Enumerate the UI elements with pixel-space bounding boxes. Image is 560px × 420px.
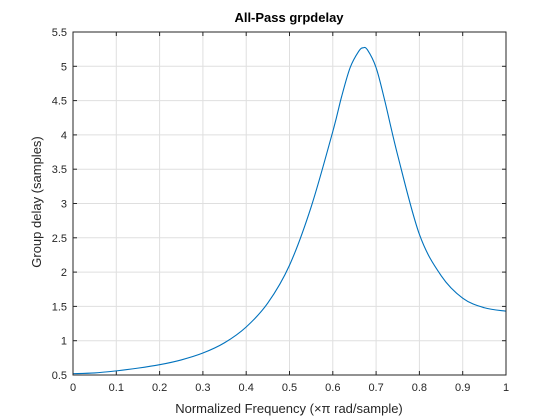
y-tick-label: 2.5 bbox=[52, 233, 67, 245]
x-tick-label: 0 bbox=[70, 382, 76, 394]
x-tick-label: 0.3 bbox=[195, 382, 210, 394]
x-tick-label: 0.8 bbox=[412, 382, 427, 394]
y-tick-label: 5 bbox=[61, 61, 67, 73]
y-tick-label: 4.5 bbox=[52, 96, 67, 108]
x-tick-label: 0.7 bbox=[368, 382, 383, 394]
y-tick-label: 1.5 bbox=[52, 301, 67, 313]
y-tick-label: 4 bbox=[61, 130, 67, 142]
x-tick-label: 0.6 bbox=[325, 382, 340, 394]
y-tick-label: 3.5 bbox=[52, 164, 67, 176]
x-tick-label: 0.9 bbox=[455, 382, 470, 394]
x-tick-label: 1 bbox=[503, 382, 509, 394]
x-tick-label: 0.5 bbox=[282, 382, 297, 394]
series-layer bbox=[72, 46, 507, 375]
x-tick-label: 0.1 bbox=[109, 382, 124, 394]
y-axis-label: Group delay (samples) bbox=[29, 136, 44, 268]
y-tick-label: 0.5 bbox=[52, 370, 67, 382]
y-tick-label: 2 bbox=[61, 267, 67, 279]
ticks: 0 0.1 0.2 0.3 0.4 0.5 0.6 0.7 0.8 0.9 1 0.5 1 1.5 2 2.5… bbox=[52, 27, 509, 394]
y-tick-label: 3 bbox=[61, 199, 67, 211]
x-tick-label: 0.4 bbox=[239, 382, 254, 394]
group-delay-series-line bbox=[72, 46, 507, 375]
y-tick-label: 1 bbox=[61, 336, 67, 348]
y-tick-label: 5.5 bbox=[52, 27, 67, 39]
chart-title: All-Pass grpdelay bbox=[234, 10, 344, 25]
grid bbox=[72, 31, 507, 376]
x-tick-label: 0.2 bbox=[152, 382, 167, 394]
x-axis-label: Normalized Frequency (×π rad/sample) bbox=[175, 401, 403, 416]
plot-frame bbox=[72, 31, 507, 376]
